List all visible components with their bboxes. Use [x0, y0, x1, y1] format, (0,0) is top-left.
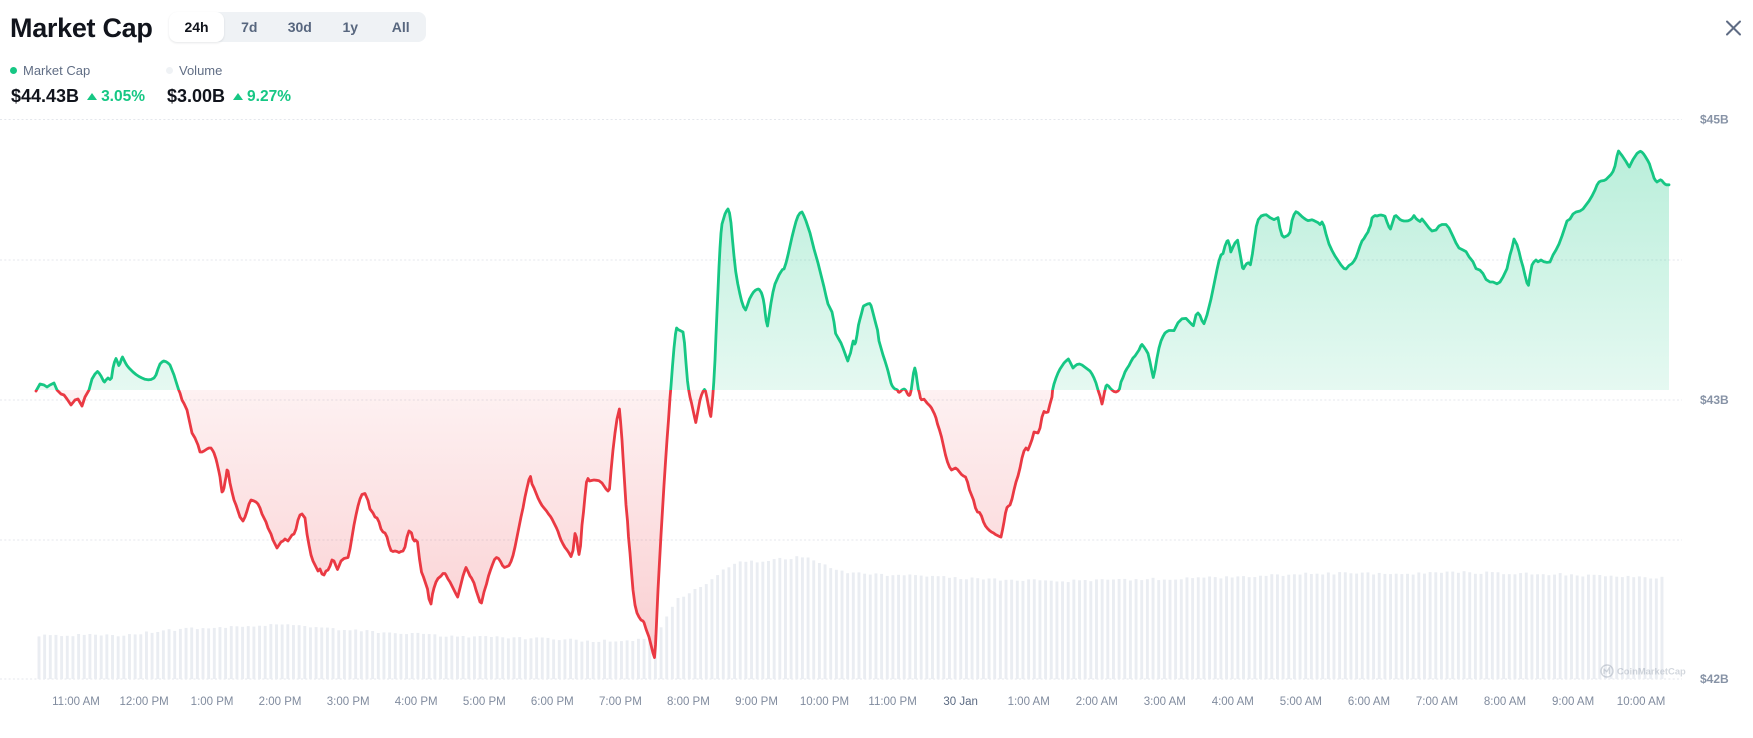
svg-text:CoinMarketCap: CoinMarketCap: [1617, 666, 1686, 677]
svg-text:7:00 AM: 7:00 AM: [1416, 696, 1458, 708]
svg-text:3:00 AM: 3:00 AM: [1144, 696, 1186, 708]
svg-text:$42B: $42B: [1700, 672, 1729, 686]
svg-text:10:00 PM: 10:00 PM: [800, 696, 849, 708]
svg-text:4:00 PM: 4:00 PM: [395, 696, 438, 708]
svg-text:11:00 AM: 11:00 AM: [52, 696, 100, 708]
svg-text:9:00 PM: 9:00 PM: [735, 696, 778, 708]
svg-text:9:00 AM: 9:00 AM: [1552, 696, 1594, 708]
svg-text:$43B: $43B: [1700, 393, 1729, 407]
svg-text:6:00 AM: 6:00 AM: [1348, 696, 1390, 708]
svg-text:7:00 PM: 7:00 PM: [599, 696, 642, 708]
svg-text:5:00 AM: 5:00 AM: [1280, 696, 1322, 708]
svg-text:30 Jan: 30 Jan: [943, 696, 978, 708]
svg-text:1:00 AM: 1:00 AM: [1008, 696, 1050, 708]
svg-text:12:00 PM: 12:00 PM: [119, 696, 168, 708]
svg-text:8:00 PM: 8:00 PM: [667, 696, 710, 708]
svg-text:1:00 PM: 1:00 PM: [191, 696, 234, 708]
svg-text:$45B: $45B: [1700, 113, 1729, 127]
svg-text:11:00 PM: 11:00 PM: [868, 696, 916, 708]
svg-text:6:00 PM: 6:00 PM: [531, 696, 574, 708]
svg-text:4:00 AM: 4:00 AM: [1212, 696, 1254, 708]
svg-text:10:00 AM: 10:00 AM: [1617, 696, 1666, 708]
svg-text:2:00 AM: 2:00 AM: [1076, 696, 1118, 708]
svg-text:3:00 PM: 3:00 PM: [327, 696, 370, 708]
svg-text:2:00 PM: 2:00 PM: [259, 696, 302, 708]
svg-text:5:00 PM: 5:00 PM: [463, 696, 506, 708]
svg-text:8:00 AM: 8:00 AM: [1484, 696, 1526, 708]
